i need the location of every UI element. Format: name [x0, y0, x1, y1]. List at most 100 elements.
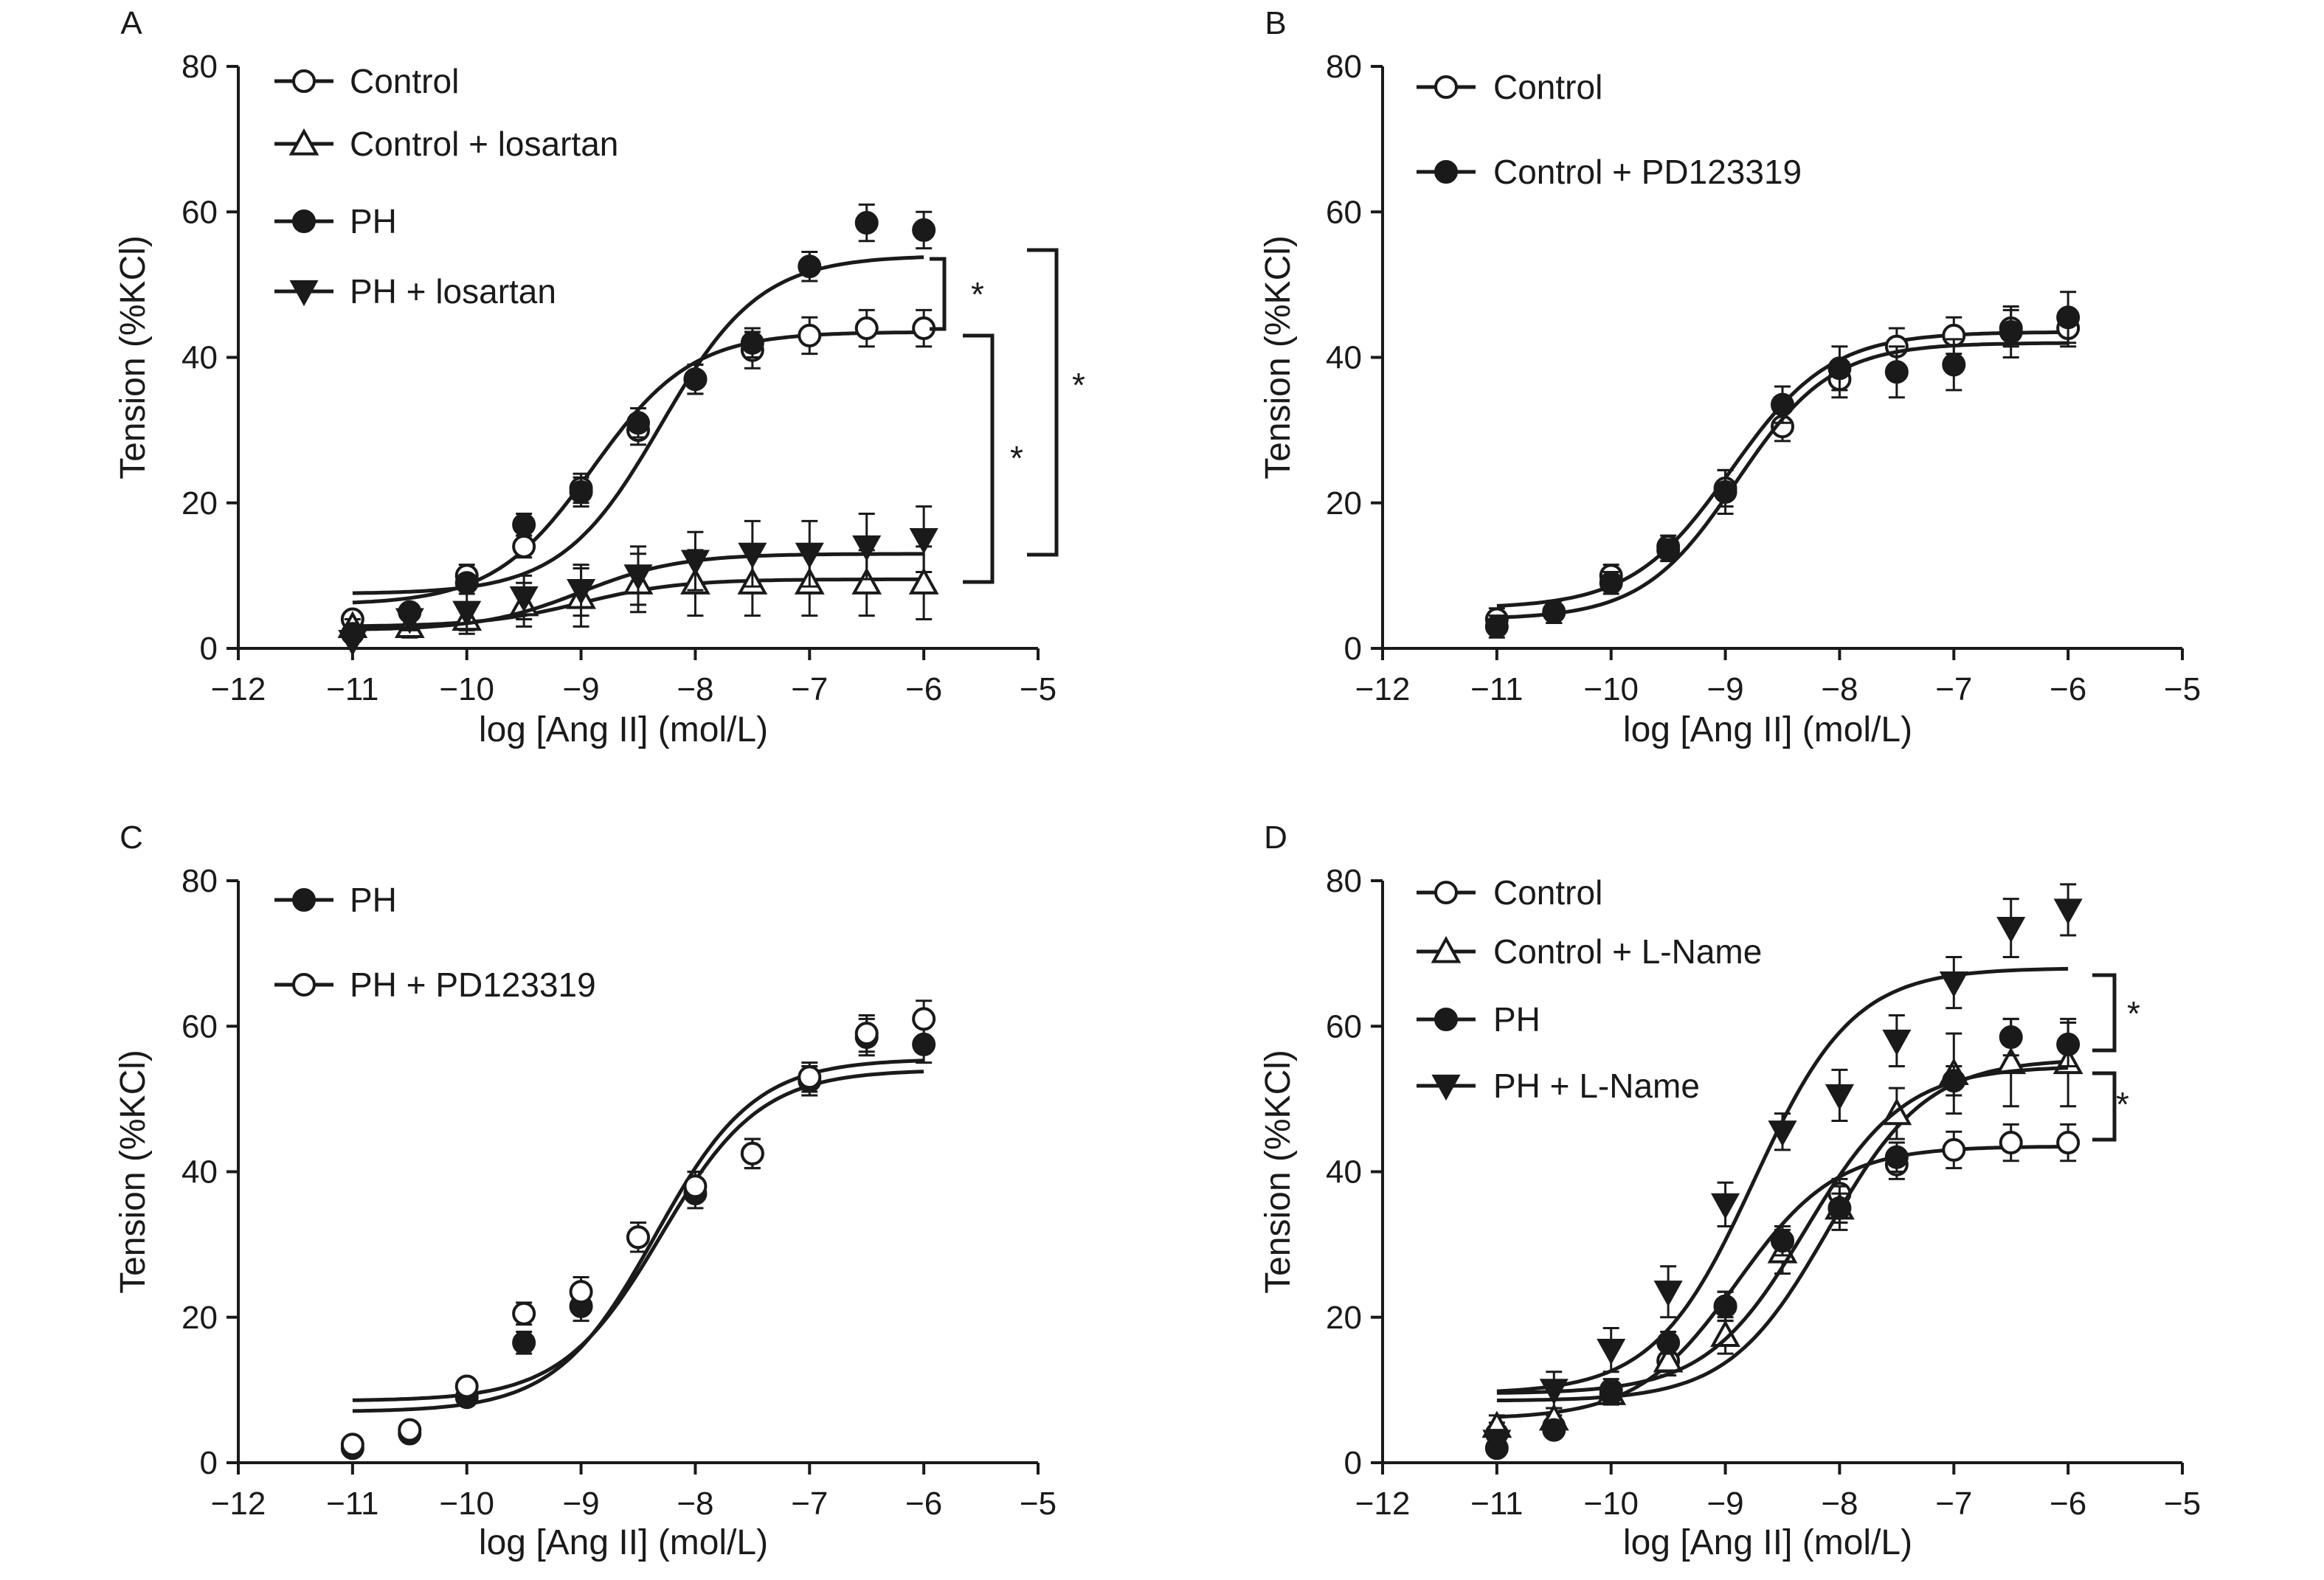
- data-point: [1482, 1430, 1512, 1456]
- significance-star: *: [2127, 994, 2140, 1033]
- y-tick-label: 20: [181, 485, 218, 522]
- data-point: [798, 323, 822, 347]
- y-tick-label: 40: [1326, 1154, 1362, 1191]
- x-axis-label: log [Ang II] (mol/L): [479, 1523, 768, 1562]
- legend-label: Control: [1493, 873, 1602, 912]
- legend-marker: [292, 209, 316, 233]
- bracket-line: [930, 257, 947, 331]
- x-tick-label: −11: [1470, 1486, 1523, 1522]
- data-point: [2056, 1032, 2081, 1056]
- chart-panel-d: D −12 −11 −10 −9 −8 −7 −6 −5 0 20 40 60 80 log [Ang II…: [1259, 820, 2201, 1562]
- y-tick-label: 80: [1326, 49, 1362, 85]
- legend-label: Control: [350, 62, 459, 100]
- x-tick-label: −5: [2164, 1486, 2201, 1522]
- y-tick-label: 60: [1326, 194, 1362, 230]
- legend-marker: [1434, 1008, 1458, 1031]
- x-tick-label: −7: [791, 1486, 828, 1522]
- fit-curve: [1496, 966, 2069, 1393]
- x-tick-label: −12: [1355, 1486, 1411, 1522]
- data-point: [740, 330, 764, 355]
- series-control: [1484, 308, 2081, 631]
- x-tick-label: −8: [677, 1486, 713, 1522]
- data-point: [623, 564, 653, 591]
- legend-label: PH + PD123319: [350, 966, 596, 1004]
- data-point: [683, 1174, 708, 1199]
- significance-star: *: [2116, 1085, 2129, 1123]
- data-point: [908, 567, 939, 595]
- fit-curve: [1496, 330, 2069, 608]
- data-point: [1713, 479, 1737, 504]
- x-tick-label: −12: [211, 671, 266, 707]
- data-point: [854, 316, 879, 341]
- legend-entry: PH: [1417, 1000, 1540, 1039]
- x-tick-label: −8: [1821, 671, 1858, 707]
- data-point: [569, 479, 593, 504]
- data-point: [1653, 1345, 1684, 1373]
- x-tick-label: −8: [677, 671, 713, 707]
- x-axis-label: log [Ang II] (mol/L): [479, 710, 768, 749]
- data-point: [1939, 971, 1968, 998]
- data-point: [1884, 360, 1909, 384]
- data-point: [1999, 319, 2023, 344]
- data-point: [1484, 614, 1509, 639]
- fit-curve: [1496, 341, 2069, 620]
- y-tick-label: 20: [1326, 485, 1362, 522]
- data-point: [1713, 1294, 1737, 1318]
- legend-marker: [292, 888, 316, 912]
- legend-marker: [1431, 1074, 1461, 1101]
- y-tick-label: 80: [181, 49, 218, 85]
- data-point: [852, 535, 882, 562]
- bracket-line: [1027, 248, 1059, 557]
- x-tick-label: −11: [326, 671, 378, 707]
- x-tick-label: −5: [1020, 671, 1056, 707]
- significance-bracket: *: [930, 257, 984, 331]
- legend-entry: Control + L-Name: [1417, 932, 1762, 971]
- legend-label: PH: [350, 202, 397, 240]
- y-axis-label: Tension (%KCl): [1259, 1050, 1298, 1294]
- data-point: [1599, 571, 1623, 595]
- legend-marker: [1431, 935, 1462, 963]
- data-point: [1542, 1418, 1566, 1442]
- data-point: [1942, 1137, 1966, 1162]
- y-tick-label: 60: [181, 194, 218, 230]
- fit-curve: [1496, 1144, 2069, 1419]
- y-tick-label: 40: [181, 340, 218, 376]
- y-tick-label: 40: [181, 1154, 218, 1191]
- data-point: [509, 586, 539, 613]
- x-tick-label: −9: [562, 671, 599, 707]
- legend-marker: [1434, 881, 1458, 904]
- legend-marker: [292, 69, 316, 93]
- data-point: [1827, 1196, 1852, 1220]
- data-point: [398, 1418, 422, 1442]
- y-tick-label: 20: [1326, 1300, 1362, 1336]
- legend-marker: [289, 280, 319, 307]
- chart-panel-c: C −12 −11 −10 −9 −8 −7 −6 −5 0 20 40 60 80 log [Ang II…: [114, 820, 1056, 1562]
- legend-entry: Control: [1417, 68, 1602, 106]
- data-point: [2056, 1131, 2081, 1155]
- data-point: [1656, 1331, 1681, 1355]
- data-point: [798, 254, 822, 279]
- chart-panel-b: B −12 −11 −10 −9 −8 −7 −6 −5 0 20 40 60 80 log [Ang II…: [1259, 5, 2201, 749]
- x-axis-label: log [Ang II] (mol/L): [1623, 710, 1912, 749]
- data-point: [512, 513, 536, 537]
- data-point: [1771, 1229, 1794, 1253]
- y-axis-label: Tension (%KCl): [1259, 235, 1298, 479]
- data-point: [1542, 600, 1566, 624]
- data-point: [512, 1301, 536, 1326]
- series-ph-losartan: [338, 505, 938, 656]
- x-tick-label: −6: [905, 1486, 942, 1522]
- legend-label: PH: [350, 881, 397, 919]
- x-tick-label: −12: [211, 1486, 266, 1522]
- bracket-line: [963, 333, 995, 584]
- x-tick-label: −11: [1470, 671, 1523, 707]
- data-point: [452, 600, 482, 627]
- data-point: [626, 1225, 650, 1250]
- data-point: [854, 1022, 879, 1046]
- legend-label: Control + L-Name: [1493, 932, 1762, 971]
- data-point: [1827, 356, 1852, 381]
- x-tick-label: −12: [1355, 671, 1411, 707]
- data-point: [683, 367, 708, 392]
- legend-entry: Control + PD123319: [1417, 153, 1802, 191]
- data-point: [1825, 1084, 1854, 1111]
- x-tick-label: −10: [1583, 671, 1639, 707]
